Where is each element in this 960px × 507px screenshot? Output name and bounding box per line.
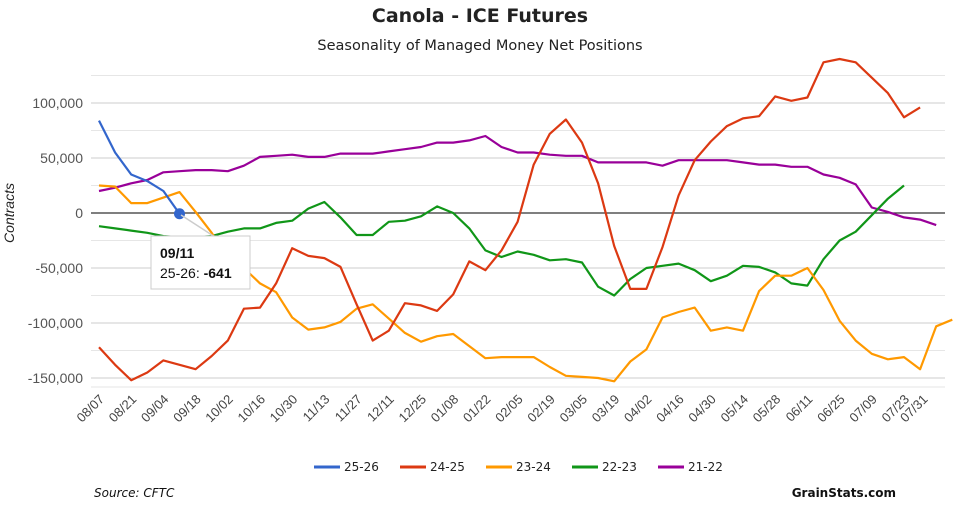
x-tick-label: 09/18 [170, 392, 204, 426]
y-axis-ticks: 100,000 50,000 0 -50,000 -100,000 -150,000 [28, 95, 83, 386]
legend-label: 21-22 [688, 460, 723, 474]
source-note: Source: CFTC [94, 486, 175, 500]
legend-item-23-24[interactable]: 23-24 [486, 460, 551, 474]
y-tick-label: 0 [75, 205, 83, 221]
gridlines [91, 75, 945, 388]
series-line-21-22[interactable] [98, 134, 937, 227]
legend-label: 25-26 [344, 460, 379, 474]
x-tick-label: 01/22 [460, 392, 494, 426]
chart-subtitle: Seasonality of Managed Money Net Positio… [317, 38, 642, 54]
x-tick-label: 03/19 [589, 392, 623, 426]
x-tick-label: 04/16 [653, 392, 687, 426]
x-tick-label: 06/11 [783, 392, 816, 425]
legend-label: 22-23 [602, 460, 637, 474]
tooltip-box [150, 235, 251, 290]
y-axis-label: Contracts [1, 183, 17, 243]
x-tick-label: 02/19 [524, 392, 558, 426]
legend-item-22-23[interactable]: 22-23 [572, 460, 637, 474]
series-line-24-25[interactable] [98, 57, 921, 382]
x-tick-label: 11/27 [332, 392, 365, 425]
x-tick-label: 10/16 [235, 392, 269, 426]
y-tick-label: -150,000 [28, 370, 83, 386]
tooltip-series: 25-26 [160, 265, 196, 281]
legend-label: 24-25 [430, 460, 465, 474]
tooltip-colon: : [196, 265, 204, 281]
x-tick-label: 08/21 [106, 392, 140, 426]
x-tick-label: 04/30 [685, 392, 719, 426]
x-tick-label: 07/09 [846, 392, 880, 426]
series-line-22-23[interactable] [98, 184, 905, 297]
x-tick-label: 08/07 [74, 392, 108, 426]
x-tick-label: 06/25 [814, 392, 848, 426]
series-lines [98, 57, 953, 383]
legend-item-25-26[interactable]: 25-26 [314, 460, 379, 474]
x-tick-label: 05/14 [718, 392, 752, 426]
brand-label: GrainStats.com [792, 486, 896, 500]
x-tick-label: 01/08 [428, 392, 462, 426]
x-tick-label: 10/30 [267, 392, 301, 426]
x-tick-label: 10/02 [202, 392, 236, 426]
tooltip: 09/11 25-26: -641 [150, 214, 251, 290]
tooltip-value-line: 25-26: -641 [160, 265, 232, 281]
x-tick-label: 09/04 [138, 392, 172, 426]
tooltip-date: 09/11 [160, 245, 194, 261]
x-tick-label: 05/28 [750, 392, 784, 426]
legend: 25-26 24-25 23-24 22-23 21-22 [314, 460, 723, 474]
x-tick-label: 03/05 [557, 392, 591, 426]
y-tick-label: -100,000 [28, 315, 83, 331]
y-tick-label: -50,000 [36, 260, 84, 276]
legend-item-24-25[interactable]: 24-25 [400, 460, 465, 474]
y-tick-label: 50,000 [40, 150, 83, 166]
x-tick-label: 12/25 [396, 392, 430, 426]
x-tick-label: 02/05 [492, 392, 526, 426]
legend-label: 23-24 [516, 460, 551, 474]
tooltip-pointer [180, 214, 216, 238]
chart-title: Canola - ICE Futures [372, 5, 588, 27]
legend-item-21-22[interactable]: 21-22 [658, 460, 723, 474]
tooltip-value: -641 [204, 265, 232, 281]
x-tick-label: 11/13 [300, 392, 333, 425]
x-tick-label: 04/02 [621, 392, 655, 426]
x-tick-label: 12/11 [364, 392, 397, 425]
highlighted-point[interactable] [174, 208, 185, 220]
y-tick-label: 100,000 [32, 95, 83, 111]
series-line-25-26[interactable] [98, 120, 181, 215]
